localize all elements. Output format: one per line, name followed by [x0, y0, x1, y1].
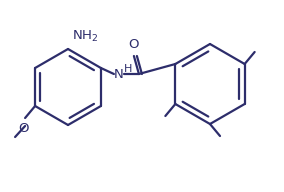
Text: N: N	[114, 68, 124, 80]
Text: H: H	[124, 64, 132, 74]
Text: NH$_2$: NH$_2$	[72, 29, 98, 44]
Text: O: O	[18, 122, 28, 135]
Text: O: O	[129, 38, 139, 51]
